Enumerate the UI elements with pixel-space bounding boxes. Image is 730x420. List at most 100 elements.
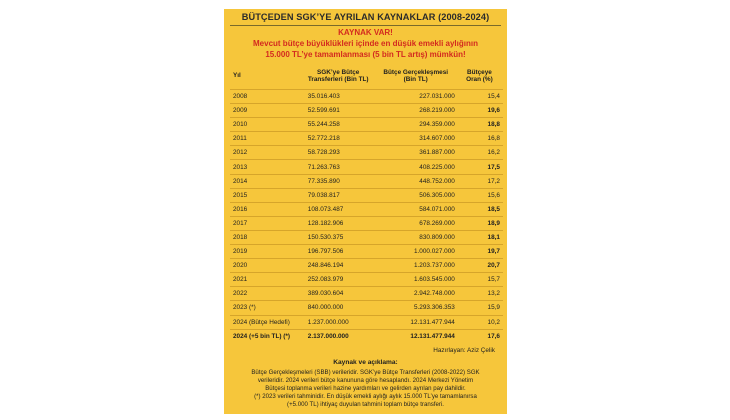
table-row: 2017 128.182.906 678.269.000 18,9 [230, 216, 503, 230]
sgk-transfer-cell: 1.237.000.000 [307, 318, 349, 326]
sgk-transfer-cell: 71.263.763 [307, 163, 340, 171]
sgk-transfer-cell: 58.728.293 [307, 149, 340, 157]
budget-realization-cell: 12.131.477.944 [410, 332, 455, 340]
budget-realization-cell: 1.203.737.000 [413, 262, 455, 270]
budget-realization-cell: 268.219.000 [419, 107, 455, 115]
table-header-row: Yıl SGK’ye Bütçe Transferleri (Bin TL) B… [230, 63, 503, 90]
budget-realization-cell: 506.305.000 [419, 191, 455, 199]
budget-ratio-cell: 16,2 [487, 149, 500, 157]
year-cell: 2008 [233, 93, 248, 101]
notes-line: verileridir. 2024 verileri bütçe kanunun… [257, 377, 474, 385]
year-cell: 2024 (Bütçe Hedefi) [233, 318, 290, 326]
year-cell: 2015 [233, 191, 248, 199]
sgk-transfer-cell: 55.244.258 [307, 121, 340, 129]
table-row: 2008 35.016.403 227.031.000 15,4 [230, 89, 503, 104]
title-divider [230, 25, 501, 26]
sgk-transfer-cell: 150.530.375 [307, 233, 344, 241]
budget-ratio-cell: 20,7 [487, 262, 500, 270]
budget-realization-cell: 2.942.748.000 [413, 290, 455, 298]
table-row: 2015 79.038.817 506.305.000 15,6 [230, 188, 503, 202]
notes-line: Bütçesi toplanma verileri hazine yardıml… [265, 385, 466, 393]
budget-transfer-table: Yıl SGK’ye Bütçe Transferleri (Bin TL) B… [230, 63, 503, 343]
table-row: 2024 (+5 bin TL) (*) 2.137.000.000 12.131.… [230, 329, 503, 343]
sgk-transfer-cell: 840.000.000 [307, 304, 344, 312]
year-cell: 2013 [233, 163, 248, 171]
table-row: 2020 248.846.194 1.203.737.000 20,7 [230, 258, 503, 273]
notes-text: Bütçe Gerçekleşmeleri (SBB) verileridir.… [234, 369, 497, 409]
sgk-transfer-cell: 252.083.979 [307, 276, 344, 284]
headline-line-2: Mevcut bütçe büyüklükleri içinde en düşü… [253, 39, 478, 48]
year-cell: 2010 [233, 121, 248, 129]
budget-ratio-cell: 17,6 [487, 332, 500, 340]
table-row: 2023 (*) 840.000.000 5.293.306.353 15,9 [230, 300, 503, 315]
table-row: 2011 52.772.218 314.607.000 16,8 [230, 131, 503, 146]
table-row: 2016 108.073.487 584.071.000 18,5 [230, 202, 503, 216]
budget-realization-cell: 12.131.477.944 [410, 318, 455, 326]
year-cell: 2020 [233, 262, 248, 270]
sgk-transfer-cell: 389.030.604 [307, 290, 344, 298]
sgk-transfer-cell: 52.599.691 [307, 107, 340, 115]
year-cell: 2018 [233, 233, 248, 241]
budget-realization-cell: 314.607.000 [419, 135, 455, 143]
budget-realization-cell: 408.225.000 [419, 163, 455, 171]
budget-realization-cell: 5.293.306.353 [413, 304, 455, 312]
budget-realization-cell: 361.887.000 [419, 149, 455, 157]
table-row: 2010 55.244.258 294.359.000 18,8 [230, 117, 503, 132]
budget-ratio-cell: 17,5 [487, 163, 500, 171]
notes-line: Bütçe Gerçekleşmeleri (SBB) verileridir.… [251, 369, 480, 376]
table-row: 2024 (Bütçe Hedefi) 1.237.000.000 12.131.4… [230, 315, 503, 329]
budget-ratio-cell: 15,6 [487, 191, 500, 199]
headline-kaynak-var: KAYNAK VAR! [338, 28, 393, 37]
header-budget-ratio: Bütçeye Oran (%) [466, 68, 493, 83]
table-row: 2022 389.030.604 2.942.748.000 13,2 [230, 286, 503, 301]
header-sgk-transfers: SGK’ye Bütçe Transferleri (Bin TL) [307, 68, 369, 83]
budget-realization-cell: 830.809.000 [419, 233, 455, 241]
budget-ratio-cell: 16,8 [487, 135, 500, 143]
budget-ratio-cell: 19,7 [487, 248, 500, 256]
sgk-transfer-cell: 108.073.487 [307, 205, 344, 213]
year-cell: 2016 [233, 205, 248, 213]
year-cell: 2024 (+5 bin TL) (*) [233, 332, 290, 340]
sgk-transfer-cell: 79.038.817 [307, 191, 340, 199]
table-body: 2008 35.016.403 227.031.000 15,4 2009 52.599.… [230, 89, 503, 343]
sgk-transfer-cell: 52.772.218 [307, 135, 340, 143]
year-cell: 2014 [233, 177, 248, 185]
table-row: 2014 77.335.890 448.752.000 17,2 [230, 174, 503, 188]
header-year: Yıl [233, 72, 241, 80]
year-cell: 2021 [233, 276, 248, 284]
budget-realization-cell: 227.031.000 [419, 93, 455, 101]
budget-ratio-cell: 13,2 [487, 290, 500, 298]
budget-realization-cell: 678.269.000 [419, 219, 455, 227]
infographic-card: BÜTÇEDEN SGK’YE AYRILAN KAYNAKLAR (2008-… [224, 9, 507, 414]
budget-ratio-cell: 18,1 [487, 233, 500, 241]
budget-realization-cell: 584.071.000 [419, 205, 455, 213]
notes-title: Kaynak ve açıklama: [333, 359, 398, 366]
year-cell: 2022 [233, 290, 248, 298]
author-credit: Hazırlayan: Aziz Çelik [433, 347, 495, 354]
sgk-transfer-cell: 2.137.000.000 [307, 332, 349, 340]
table-row: 2019 196.797.506 1.000.027.000 19,7 [230, 244, 503, 259]
table-row: 2018 150.530.375 830.809.000 18,1 [230, 230, 503, 244]
headline-line-3: 15.000 TL’ye tamamlanması (5 bin TL artı… [265, 50, 466, 59]
budget-ratio-cell: 10,2 [487, 318, 500, 326]
budget-realization-cell: 1.000.027.000 [413, 248, 455, 256]
table-row: 2012 58.728.293 361.887.000 16,2 [230, 145, 503, 160]
budget-ratio-cell: 15,9 [487, 304, 500, 312]
budget-ratio-cell: 19,6 [487, 107, 500, 115]
budget-ratio-cell: 15,4 [487, 93, 500, 101]
budget-realization-cell: 1.603.545.000 [413, 276, 455, 284]
budget-ratio-cell: 18,8 [487, 121, 500, 129]
table-row: 2009 52.599.691 268.219.000 19,6 [230, 103, 503, 118]
budget-ratio-cell: 18,9 [487, 219, 500, 227]
budget-ratio-cell: 18,5 [487, 205, 500, 213]
sgk-transfer-cell: 196.797.506 [307, 248, 344, 256]
year-cell: 2012 [233, 149, 248, 157]
header-budget-realization: Bütçe Gerçekleşmesi (Bin TL) [383, 68, 449, 83]
year-cell: 2011 [233, 135, 247, 143]
budget-realization-cell: 448.752.000 [419, 177, 455, 185]
year-cell: 2019 [233, 248, 248, 256]
year-cell: 2017 [233, 219, 248, 227]
budget-realization-cell: 294.359.000 [419, 121, 455, 129]
sgk-transfer-cell: 77.335.890 [307, 177, 340, 185]
sgk-transfer-cell: 248.846.194 [307, 262, 344, 270]
